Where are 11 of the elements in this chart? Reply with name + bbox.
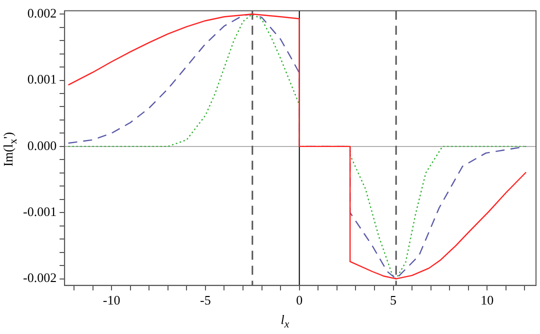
y-tick-label: -0.001 <box>22 204 57 220</box>
y-tick-label: 0.002 <box>27 6 57 21</box>
y-tick-label: 0.000 <box>27 138 57 153</box>
x-tick-label: 0 <box>296 292 303 308</box>
x-tick-label: 10 <box>480 292 494 308</box>
x-tick-label: -5 <box>200 292 211 308</box>
x-tick-label: 5 <box>390 292 397 308</box>
y-tick-label: -0.002 <box>22 270 57 286</box>
y-tick-label: 0.001 <box>27 72 57 87</box>
x-axis-title: l$_{x}$ <box>280 312 290 331</box>
x-tick-label: -10 <box>102 292 120 308</box>
